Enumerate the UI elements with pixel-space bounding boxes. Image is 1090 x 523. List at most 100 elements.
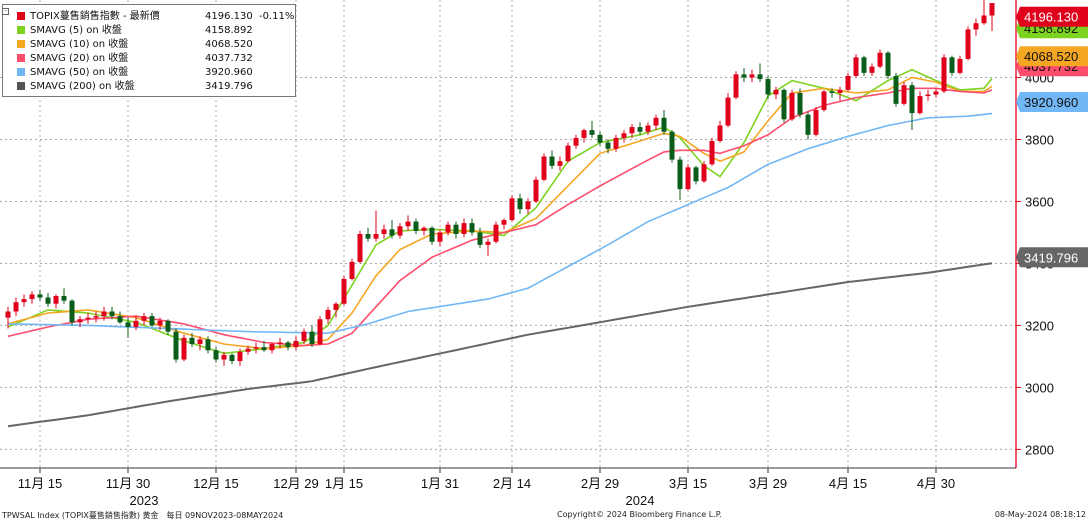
legend-collapse-icon[interactable]: - xyxy=(2,8,9,15)
candle xyxy=(237,348,243,366)
candle xyxy=(149,313,155,327)
candle xyxy=(13,297,19,317)
candle xyxy=(853,54,859,78)
candle-body xyxy=(533,179,539,202)
candles xyxy=(5,0,995,366)
legend-value: 3419.796 xyxy=(205,81,253,92)
candle xyxy=(605,139,611,154)
candle xyxy=(877,49,883,69)
candle-body xyxy=(669,131,675,160)
value-tag: 3920.960 xyxy=(1016,91,1088,112)
legend-value: 4196.130 xyxy=(205,11,253,22)
candle-body xyxy=(757,74,763,80)
candle-body xyxy=(5,311,11,318)
y-tick-label: 3600 xyxy=(1025,194,1054,209)
candle xyxy=(765,75,771,100)
ma-line-0 xyxy=(7,68,993,355)
candle xyxy=(269,342,275,354)
x-year-label: 2024 xyxy=(626,493,655,508)
candle-body xyxy=(813,110,819,135)
candle xyxy=(493,221,499,244)
candle-body xyxy=(189,337,195,345)
candle-body xyxy=(237,351,243,362)
candle xyxy=(45,292,51,307)
candle xyxy=(781,88,787,123)
candle-body xyxy=(869,66,875,73)
value-tag-bg xyxy=(1016,247,1088,268)
legend-item-sma10: SMAVG (10) on 收盤 4068.520 xyxy=(11,38,293,51)
value-tag-text: 3920.960 xyxy=(1024,95,1078,110)
candle-body xyxy=(965,29,971,59)
candle xyxy=(213,347,219,363)
candle-body xyxy=(765,79,771,95)
candle xyxy=(405,215,411,231)
candle xyxy=(37,289,43,301)
legend-item-sma5: SMAVG (5) on 收盤 4158.892 xyxy=(11,24,293,37)
candle-body xyxy=(485,241,491,245)
x-tick-label: 2月 29 xyxy=(581,476,619,491)
candle xyxy=(261,340,267,352)
candle xyxy=(317,316,323,346)
candle-body xyxy=(269,344,275,351)
legend-swatch xyxy=(17,26,25,34)
value-tag-text: 4196.130 xyxy=(1024,10,1078,25)
candle-body xyxy=(893,75,899,104)
candle xyxy=(309,325,315,348)
candle xyxy=(381,224,387,239)
candle-body xyxy=(949,57,955,73)
candle-body xyxy=(885,52,891,76)
candle xyxy=(117,311,123,324)
candle-body xyxy=(701,164,707,182)
candle-body xyxy=(333,303,339,310)
candle xyxy=(645,122,651,135)
legend-label: TOPIX蔓售銷售指數 - 最新價 xyxy=(30,11,160,22)
candle xyxy=(901,82,907,106)
x-tick-label: 1月 31 xyxy=(421,476,459,491)
candle-body xyxy=(789,92,795,120)
candle xyxy=(53,294,59,309)
candle xyxy=(669,130,675,163)
candle-body xyxy=(517,198,523,210)
candle-body xyxy=(325,309,331,320)
x-tick-label: 12月 15 xyxy=(193,476,239,491)
value-tags: 3419.7963920.9604037.7324068.5204158.892… xyxy=(1016,6,1088,268)
legend-value: 4158.892 xyxy=(205,25,253,36)
candle-body xyxy=(901,85,907,104)
legend-swatch xyxy=(17,82,25,90)
candle-body xyxy=(549,156,555,166)
candle xyxy=(181,334,187,362)
candle-body xyxy=(733,74,739,98)
candle-body xyxy=(381,229,387,234)
candle xyxy=(837,86,843,101)
candle xyxy=(277,337,283,349)
candle-body xyxy=(501,220,507,225)
candle-body xyxy=(61,295,67,301)
candle-body xyxy=(109,311,115,317)
candle-body xyxy=(85,317,91,320)
candle-body xyxy=(693,167,699,182)
candle-body xyxy=(525,201,531,210)
candle-body xyxy=(661,117,667,132)
candle-body xyxy=(37,294,43,298)
candle-body xyxy=(197,339,203,345)
legend: - TOPIX蔓售銷售指數 - 最新價 4196.130 -0.11% SMAV… xyxy=(2,4,296,97)
candle-body xyxy=(245,348,251,352)
candle-body xyxy=(125,322,131,327)
candle-body xyxy=(597,134,603,143)
x-tick-label: 11月 30 xyxy=(106,476,151,491)
candle xyxy=(285,340,291,351)
candle-body xyxy=(837,89,843,93)
candle-body xyxy=(557,161,563,166)
candle xyxy=(477,227,483,248)
candle-body xyxy=(493,224,499,242)
y-tick-label: 3000 xyxy=(1025,380,1054,395)
candle xyxy=(973,18,979,36)
candle-body xyxy=(973,23,979,30)
candle xyxy=(565,142,571,163)
candle xyxy=(589,120,595,138)
candle xyxy=(597,131,603,146)
candle-body xyxy=(741,74,747,78)
candle xyxy=(573,134,579,149)
x-year-label: 2023 xyxy=(130,493,159,508)
